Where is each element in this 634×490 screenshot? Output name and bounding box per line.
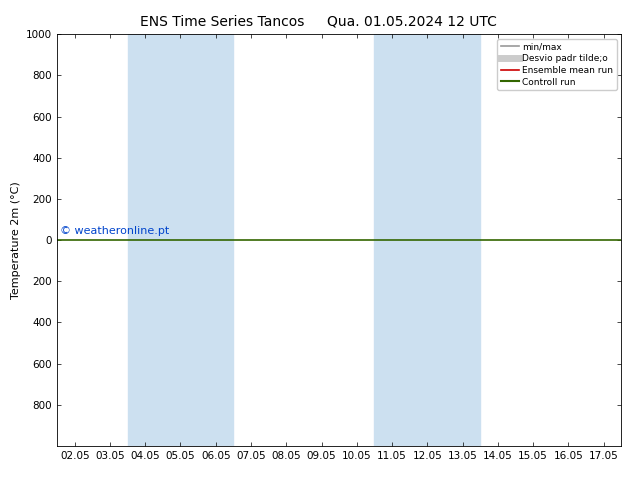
Legend: min/max, Desvio padr tilde;o, Ensemble mean run, Controll run: min/max, Desvio padr tilde;o, Ensemble m… [497, 39, 617, 90]
Bar [127, 34, 233, 446]
Text: ENS Time Series Tancos: ENS Time Series Tancos [139, 15, 304, 29]
Y-axis label: Temperature 2m (°C): Temperature 2m (°C) [11, 181, 20, 299]
Bar [375, 34, 481, 446]
Text: Qua. 01.05.2024 12 UTC: Qua. 01.05.2024 12 UTC [327, 15, 497, 29]
Text: © weatheronline.pt: © weatheronline.pt [60, 226, 169, 236]
